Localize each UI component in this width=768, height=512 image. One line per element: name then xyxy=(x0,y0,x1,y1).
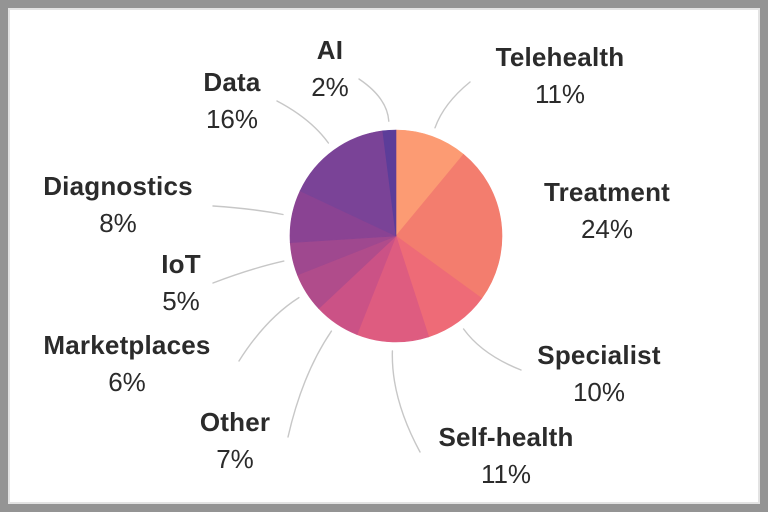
leader-line-marketplaces xyxy=(238,296,300,362)
slice-pct: 7% xyxy=(216,444,254,474)
slice-label-marketplaces: Marketplaces 6% xyxy=(43,328,210,402)
slice-pct: 10% xyxy=(572,377,626,407)
slice-pct: 16% xyxy=(205,104,259,134)
slice-pct: 24% xyxy=(580,214,634,244)
pie-slice-ai[interactable] xyxy=(382,129,397,237)
slice-name: Other xyxy=(199,407,271,437)
slice-name: Self-health xyxy=(438,422,574,452)
pie-slice-data[interactable] xyxy=(299,130,397,237)
slice-label-self-health: Self-health 11% xyxy=(438,420,573,494)
slice-label-specialist: Specialist 10% xyxy=(537,338,660,412)
slice-name: Treatment xyxy=(543,177,671,207)
leader-line-diagnostics xyxy=(212,205,284,216)
slice-name: Diagnostics xyxy=(43,171,193,201)
slice-pct: 6% xyxy=(108,367,146,397)
leader-line-other xyxy=(287,330,333,438)
leader-line-telehealth xyxy=(434,81,471,129)
slice-label-data: Data 16% xyxy=(203,65,260,139)
leader-line-ai xyxy=(358,78,390,122)
slice-name: Data xyxy=(203,67,261,97)
slice-label-ai: AI 2% xyxy=(311,33,349,107)
slice-name: AI xyxy=(316,35,344,65)
slice-pct: 2% xyxy=(311,72,349,102)
slice-label-other: Other 7% xyxy=(200,405,270,479)
slice-pct: 11% xyxy=(534,79,586,109)
leader-line-self-health xyxy=(391,350,421,453)
slice-label-telehealth: Telehealth 11% xyxy=(496,40,625,114)
leader-line-specialist xyxy=(462,328,522,371)
slice-label-diagnostics: Diagnostics 8% xyxy=(43,169,193,243)
leader-line-data xyxy=(276,100,330,144)
slice-pct: 11% xyxy=(480,459,532,489)
slice-name: Marketplaces xyxy=(43,330,211,360)
pie-slice-telehealth[interactable] xyxy=(395,129,464,237)
pie-slice-treatment[interactable] xyxy=(395,153,503,299)
slice-name: Telehealth xyxy=(495,42,625,72)
slice-pct: 8% xyxy=(99,208,137,238)
leader-line-iot xyxy=(212,260,285,284)
slice-name: Specialist xyxy=(537,340,661,370)
slice-pct: 5% xyxy=(162,286,200,316)
slice-label-iot: IoT 5% xyxy=(161,247,201,321)
slice-name: IoT xyxy=(161,249,201,279)
slice-label-treatment: Treatment 24% xyxy=(544,175,670,249)
pie-slice-self-health[interactable] xyxy=(356,235,430,343)
